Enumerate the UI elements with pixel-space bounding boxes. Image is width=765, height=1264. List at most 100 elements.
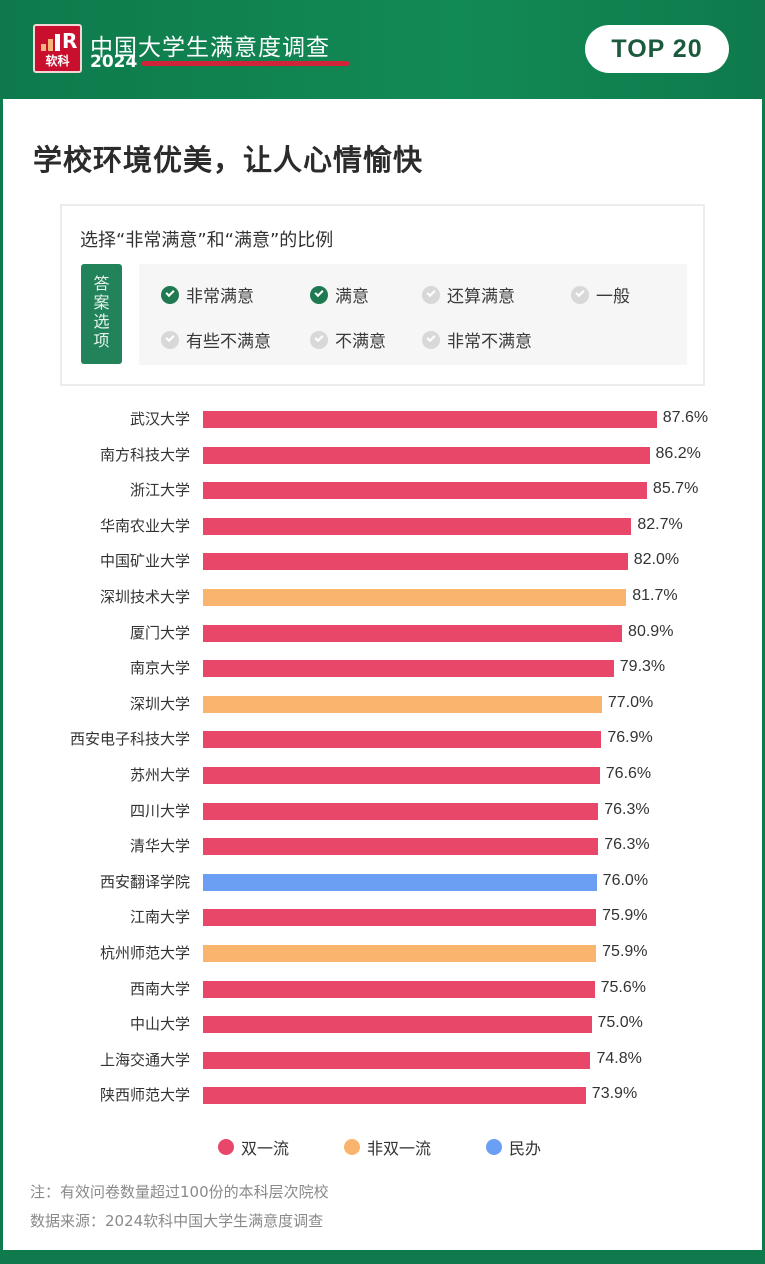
footnote: 注：有效问卷数量超过100份的本科层次院校 xyxy=(30,1183,329,1201)
university-label: 武汉大学 xyxy=(129,410,190,428)
bar xyxy=(203,945,597,962)
bar xyxy=(203,660,614,678)
value-label: 75.0% xyxy=(597,1014,643,1032)
value-label: 76.0% xyxy=(602,871,649,889)
value-label: 75.9% xyxy=(602,907,648,925)
chart-row: 四川大学 76.3% xyxy=(3,801,762,821)
legend-item: 民办 xyxy=(486,1135,541,1159)
tag-char: 选 xyxy=(93,312,110,331)
logo-text: 软科 xyxy=(45,54,70,68)
bar xyxy=(203,1051,591,1069)
value-label: 77.0% xyxy=(607,693,654,711)
chart-row: 西安电子科技大学 76.9% xyxy=(3,729,762,749)
value-label: 73.9% xyxy=(591,1085,638,1103)
chart-row: 陕西师范大学 73.9% xyxy=(3,1085,762,1105)
value-label: 76.3% xyxy=(604,800,650,818)
legend-label: 民办 xyxy=(509,1139,542,1158)
university-label: 四川大学 xyxy=(129,801,190,820)
option-dissatisfied: 不满意 xyxy=(310,327,386,352)
value-label: 74.8% xyxy=(596,1049,642,1067)
check-circle-icon xyxy=(161,285,179,304)
bar xyxy=(203,482,647,500)
option-label: 非常不满意 xyxy=(447,332,532,352)
data-source: 数据来源：2024软科中国大学生满意度调查 xyxy=(30,1212,324,1230)
check-circle-icon xyxy=(422,330,440,349)
university-label: 南方科技大学 xyxy=(99,445,190,464)
chart-row: 厦门大学 80.9% xyxy=(3,623,762,643)
university-label: 中国矿业大学 xyxy=(99,552,190,571)
chart-row: 杭州师范大学 75.9% xyxy=(3,943,762,963)
brand-underline xyxy=(142,61,349,66)
logo-bar-icon xyxy=(48,39,53,51)
bar xyxy=(203,802,599,820)
option-very-dissatisfied: 非常不满意 xyxy=(422,327,532,352)
chart-row: 华南农业大学 82.7% xyxy=(3,516,762,536)
tag-char: 案 xyxy=(93,293,110,312)
value-label: 80.9% xyxy=(628,622,674,640)
content-card: 学校环境优美，让人心情愉快 选择“非常满意”和“满意”的比例 答 案 选 项 非… xyxy=(3,99,762,1250)
option-label: 一般 xyxy=(596,287,630,307)
chart-row: 苏州大学 76.6% xyxy=(3,765,762,785)
university-label: 南京大学 xyxy=(129,659,190,678)
university-label: 杭州师范大学 xyxy=(99,944,190,962)
option-somewhat-dissatisfied: 有些不满意 xyxy=(161,327,271,352)
option-very-satisfied: 非常满意 xyxy=(161,282,254,307)
bar xyxy=(203,767,600,784)
logo-bar-icon xyxy=(41,44,46,51)
value-label: 75.9% xyxy=(602,943,648,960)
university-label: 深圳技术大学 xyxy=(99,588,190,606)
chart-row: 南方科技大学 86.2% xyxy=(3,445,762,465)
legend-item: 双一流 xyxy=(218,1135,289,1159)
legend-label: 双一流 xyxy=(241,1139,290,1158)
chart-row: 江南大学 75.9% xyxy=(3,907,762,927)
answer-options-tag: 答 案 选 项 xyxy=(81,264,122,364)
question-text: 选择“非常满意”和“满意”的比例 xyxy=(80,230,334,251)
chart-row: 南京大学 79.3% xyxy=(3,658,762,678)
bar xyxy=(203,909,597,927)
option-label: 还算满意 xyxy=(447,287,515,307)
option-label: 非常满意 xyxy=(186,287,254,307)
bar xyxy=(203,980,595,998)
bar xyxy=(203,589,627,606)
university-label: 深圳大学 xyxy=(129,694,190,713)
value-label: 86.2% xyxy=(655,444,701,462)
bar xyxy=(203,731,602,749)
logo-letter: R xyxy=(62,29,78,53)
bar xyxy=(203,1087,586,1105)
brand-title: 中国大学生满意度调查 xyxy=(90,35,330,61)
bar xyxy=(203,838,599,856)
chart-row: 上海交通大学 74.8% xyxy=(3,1050,762,1070)
university-label: 西南大学 xyxy=(129,979,190,998)
legend-dot-icon xyxy=(218,1139,234,1155)
bar xyxy=(203,517,632,535)
chart-row: 浙江大学 85.7% xyxy=(3,480,762,500)
chart-row: 中山大学 75.0% xyxy=(3,1014,762,1034)
university-label: 浙江大学 xyxy=(129,481,190,500)
question-box: 选择“非常满意”和“满意”的比例 答 案 选 项 非常满意 满意 还算满意 一般 xyxy=(60,204,705,386)
check-circle-icon xyxy=(310,285,328,304)
bar xyxy=(203,411,657,428)
option-label: 不满意 xyxy=(335,332,386,352)
bar xyxy=(203,873,597,891)
value-label: 75.6% xyxy=(600,978,646,996)
option-label: 有些不满意 xyxy=(186,332,271,352)
check-circle-icon xyxy=(310,330,328,349)
option-label: 满意 xyxy=(335,287,369,307)
tag-char: 答 xyxy=(93,274,110,293)
answer-options: 非常满意 满意 还算满意 一般 有些不满意 不满意 xyxy=(139,264,687,365)
value-label: 82.7% xyxy=(637,515,683,533)
value-label: 81.7% xyxy=(632,587,678,604)
option-satisfied: 满意 xyxy=(310,282,369,307)
university-label: 江南大学 xyxy=(129,908,190,927)
value-label: 79.3% xyxy=(619,658,666,676)
university-label: 西安电子科技大学 xyxy=(69,730,190,749)
value-label: 76.3% xyxy=(604,836,650,854)
bar xyxy=(203,553,628,571)
university-label: 中山大学 xyxy=(129,1015,190,1034)
university-label: 华南农业大学 xyxy=(99,516,190,535)
bar xyxy=(203,624,623,642)
chart-row: 西安翻译学院 76.0% xyxy=(3,872,762,892)
university-label: 上海交通大学 xyxy=(99,1050,190,1069)
value-label: 76.6% xyxy=(605,765,652,782)
check-circle-icon xyxy=(422,285,440,304)
